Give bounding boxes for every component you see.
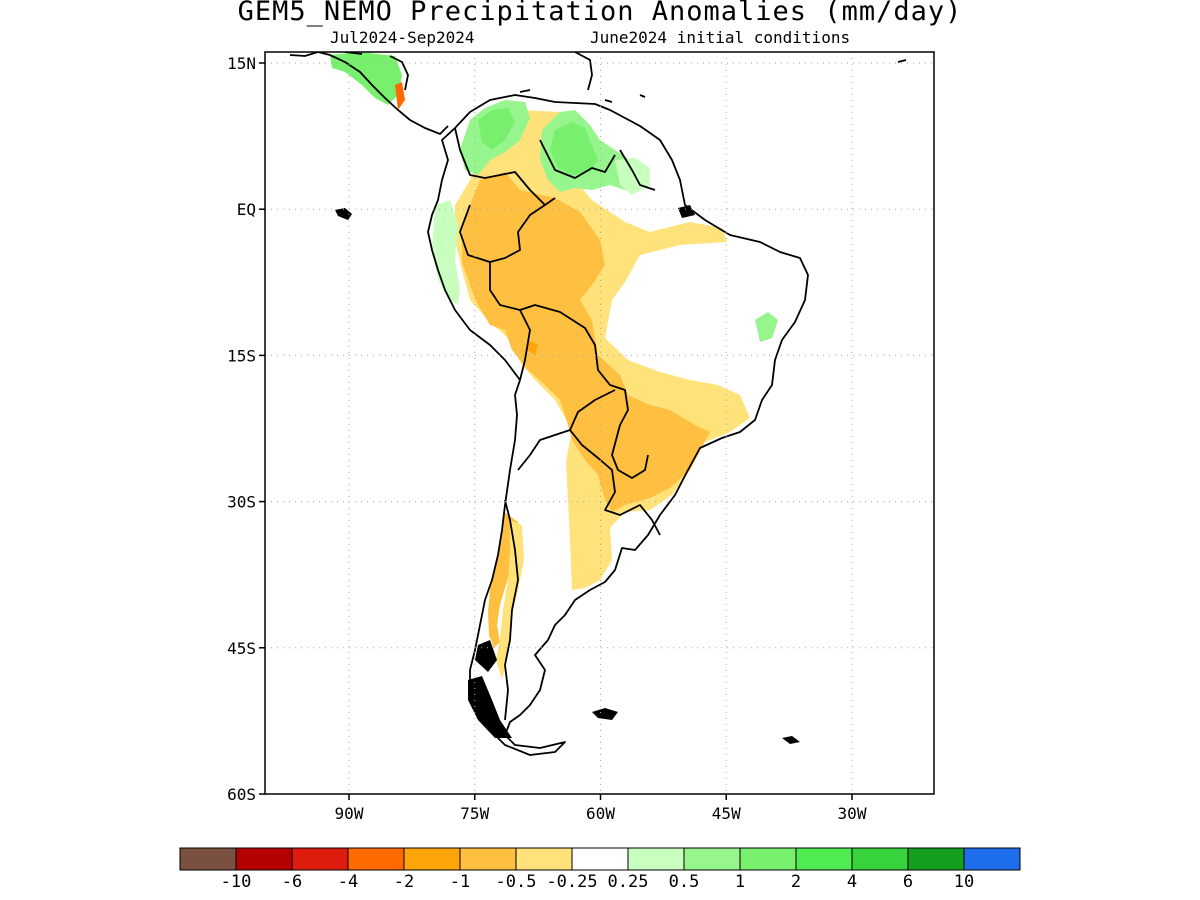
colorbar-label: 1 bbox=[734, 872, 746, 892]
south-georgia-island bbox=[782, 736, 800, 744]
colorbar-label: 2 bbox=[790, 872, 802, 892]
south-america-coastline bbox=[427, 94, 809, 756]
colorbar-label: -10 bbox=[220, 872, 252, 892]
wet-anomaly-colombia-strong bbox=[478, 108, 515, 150]
dry-anomaly-panama bbox=[395, 82, 405, 110]
chile-fjords bbox=[468, 640, 512, 738]
colorbar-swatch bbox=[515, 847, 573, 871]
lat-tick-label: 15N bbox=[227, 54, 256, 73]
colorbar-swatch bbox=[963, 847, 1021, 871]
amazon-delta bbox=[678, 205, 695, 218]
wet-anomaly-venezuela-strong bbox=[550, 122, 598, 175]
colorbar-swatch bbox=[179, 847, 237, 871]
dry-anomaly-peru-spot bbox=[527, 340, 538, 355]
lon-tick-label: 60W bbox=[586, 804, 615, 823]
colorbar-swatch bbox=[235, 847, 293, 871]
colorbar-label: 0.25 bbox=[607, 872, 649, 892]
caribbean-islands bbox=[519, 52, 907, 103]
colorbar-label: 4 bbox=[846, 872, 858, 892]
map-frame bbox=[264, 51, 935, 795]
colorbar-swatch bbox=[459, 847, 517, 871]
colorbar-label: -0.5 bbox=[495, 872, 537, 892]
lon-tick-label: 75W bbox=[460, 804, 489, 823]
axis-ticks: 15N EQ 15S 30S 45S 60S 90W 75W 60W 45W 30W bbox=[227, 54, 867, 823]
colorbar-label: -2 bbox=[393, 872, 415, 892]
colorbar bbox=[179, 847, 1021, 871]
colorbar-swatch bbox=[291, 847, 349, 871]
lat-tick-label: 45S bbox=[227, 639, 256, 658]
dry-anomaly-light-patagonia bbox=[496, 520, 524, 680]
colorbar-label: 0.5 bbox=[668, 872, 700, 892]
galapagos-islands bbox=[335, 208, 352, 220]
map-content bbox=[289, 52, 907, 756]
period-subtitle: Jul2024-Sep2024 bbox=[330, 28, 475, 47]
gridlines bbox=[265, 52, 934, 795]
colorbar-swatch bbox=[907, 847, 965, 871]
country-borders bbox=[454, 127, 661, 721]
lon-tick-label: 45W bbox=[712, 804, 741, 823]
colorbar-swatch bbox=[627, 847, 685, 871]
colorbar-swatch bbox=[571, 847, 629, 871]
colorbar-label: -0.25 bbox=[546, 872, 598, 892]
lat-tick-label: EQ bbox=[237, 200, 256, 219]
lat-tick-label: 15S bbox=[227, 346, 256, 365]
wet-anomaly-brazil-east bbox=[755, 312, 778, 342]
colorbar-swatch bbox=[403, 847, 461, 871]
colorbar-label: 10 bbox=[953, 872, 975, 892]
colorbar-label: -6 bbox=[281, 872, 303, 892]
dry-anomaly-moderate bbox=[462, 172, 710, 512]
colorbar-swatch bbox=[739, 847, 797, 871]
wet-anomaly-guyana bbox=[615, 158, 650, 195]
lat-tick-label: 60S bbox=[227, 785, 256, 804]
colorbar-swatch bbox=[347, 847, 405, 871]
initial-conditions-subtitle: June2024 initial conditions bbox=[590, 28, 851, 47]
lon-tick-label: 30W bbox=[838, 804, 867, 823]
colorbar-label: -4 bbox=[337, 872, 359, 892]
colorbar-label: -1 bbox=[449, 872, 471, 892]
wet-anomaly-ecuador bbox=[432, 200, 460, 305]
colorbar-swatch bbox=[851, 847, 909, 871]
lat-tick-label: 30S bbox=[227, 493, 256, 512]
lon-tick-label: 90W bbox=[335, 804, 364, 823]
map-title: GEM5_NEMO Precipitation Anomalies (mm/da… bbox=[237, 0, 963, 27]
colorbar-swatch bbox=[683, 847, 741, 871]
falkland-islands bbox=[592, 708, 618, 720]
colorbar-swatch bbox=[795, 847, 853, 871]
colorbar-label: 6 bbox=[902, 872, 914, 892]
